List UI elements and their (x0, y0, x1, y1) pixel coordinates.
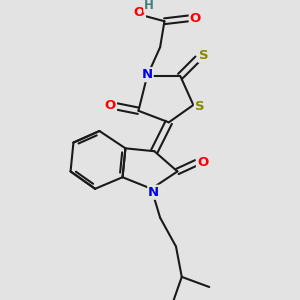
Text: O: O (134, 6, 145, 19)
Text: N: N (148, 186, 159, 199)
Text: O: O (190, 12, 201, 25)
Text: O: O (105, 98, 116, 112)
Text: N: N (142, 68, 153, 81)
Text: H: H (144, 0, 154, 12)
Text: O: O (197, 156, 208, 169)
Text: S: S (195, 100, 205, 113)
Text: S: S (199, 49, 208, 62)
